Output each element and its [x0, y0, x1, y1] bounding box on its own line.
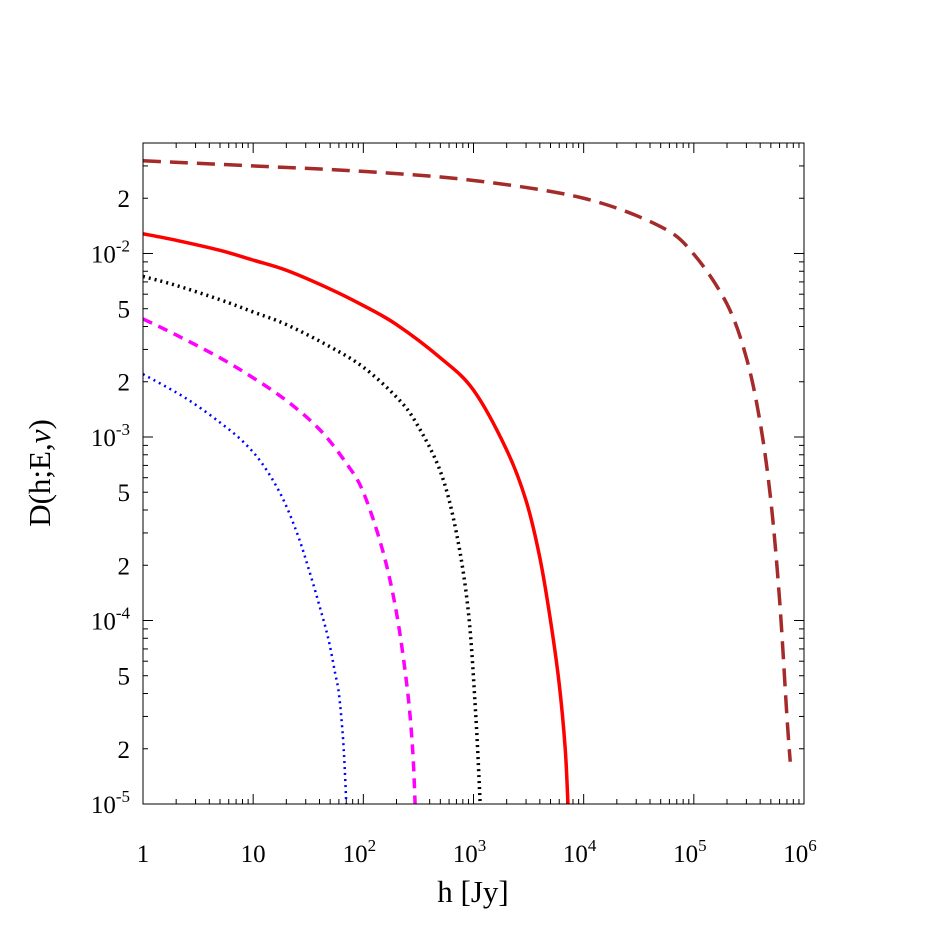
- x-tick-label-base: 10: [563, 841, 588, 868]
- y-tick-label: 10-3: [91, 420, 130, 452]
- y-tick-label-base: 2: [118, 186, 131, 213]
- y-axis-title: D(h;E,ν): [22, 419, 57, 527]
- y-tick-label: 10-2: [91, 236, 130, 268]
- y-tick-label-exp: -5: [116, 787, 130, 806]
- x-tick-label: 105: [673, 836, 707, 868]
- y-tick-label-base: 10: [91, 241, 116, 268]
- x-tick-label: 104: [563, 836, 597, 868]
- y-tick-label-base: 10: [91, 425, 116, 452]
- plot-frame: [142, 142, 805, 805]
- x-tick-label-base: 10: [241, 841, 266, 868]
- x-tick-label-exp: 6: [808, 836, 817, 855]
- series-line-4: [143, 232, 570, 804]
- x-tick-label: 1: [137, 841, 150, 868]
- x-tick-label-base: 10: [673, 841, 698, 868]
- y-tick-label-base: 10: [91, 608, 116, 635]
- y-axis-title-greek: ν: [22, 429, 57, 443]
- series-layer: [143, 159, 792, 804]
- x-tick-label-base: 10: [343, 841, 368, 868]
- x-tick-label-base: 1: [137, 841, 150, 868]
- x-tick-label: 102: [343, 836, 377, 868]
- x-tick-label: 106: [783, 836, 817, 868]
- y-tick-label: 2: [118, 370, 131, 397]
- y-tick-label-base: 5: [118, 664, 131, 691]
- x-tick-label: 103: [453, 836, 487, 868]
- y-tick-label-base: 5: [118, 480, 131, 507]
- series-line-1: [143, 373, 348, 804]
- x-tick-label-base: 10: [453, 841, 478, 868]
- y-tick-label: 5: [118, 297, 131, 324]
- y-axis-title-close: ): [22, 419, 57, 429]
- x-tick-label-exp: 3: [478, 836, 487, 855]
- y-tick-label-base: 2: [118, 553, 131, 580]
- y-tick-label: 10-5: [91, 787, 130, 819]
- y-tick-label: 2: [118, 553, 131, 580]
- x-tick-labels: 1 10 102 103 104 105 106: [137, 836, 817, 868]
- y-tick-label-base: 5: [118, 297, 131, 324]
- y-tick-label-exp: -2: [116, 236, 130, 255]
- tick-marks: [142, 142, 805, 805]
- series-line-5: [143, 159, 792, 762]
- y-tick-label: 5: [118, 664, 131, 691]
- y-tick-label-base: 2: [118, 370, 131, 397]
- x-tick-label-exp: 4: [588, 836, 597, 855]
- series-line-2: [143, 317, 417, 804]
- y-tick-label-exp: -3: [116, 420, 130, 439]
- y-tick-label-base: 2: [118, 737, 131, 764]
- y-tick-label-exp: -4: [116, 603, 131, 622]
- x-axis-title: h [Jy]: [437, 874, 508, 909]
- y-tick-label: 10-4: [91, 603, 131, 635]
- x-tick-label-exp: 2: [368, 836, 377, 855]
- y-tick-label-base: 10: [91, 792, 116, 819]
- x-tick-label: 10: [241, 841, 266, 868]
- x-tick-label-exp: 5: [698, 836, 707, 855]
- y-tick-label: 5: [118, 480, 131, 507]
- y-tick-label: 2: [118, 737, 131, 764]
- x-tick-label-base: 10: [783, 841, 808, 868]
- y-axis-title-main: D(h;E,: [22, 443, 57, 527]
- y-tick-label: 2: [118, 186, 131, 213]
